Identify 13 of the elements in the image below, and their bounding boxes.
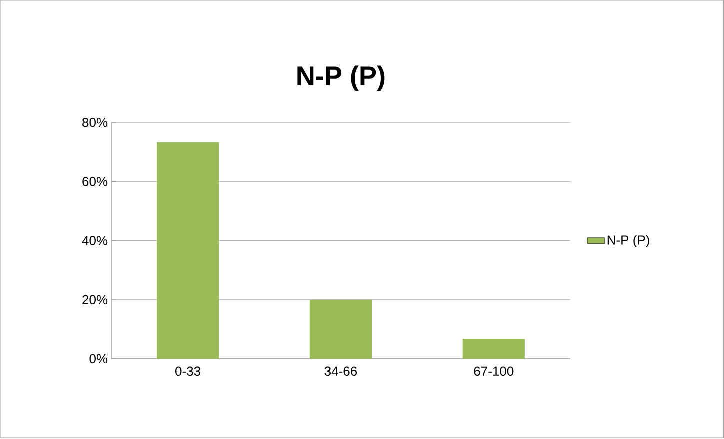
bar — [310, 300, 372, 360]
x-tick-label: 34-66 — [324, 367, 358, 376]
x-tick-label: 67-100 — [474, 367, 514, 376]
y-tick-label: 40% — [82, 236, 108, 246]
y-tick-label: 0% — [90, 354, 108, 364]
bar — [462, 339, 525, 360]
x-tick-label: 0-33 — [176, 367, 201, 376]
y-tick-label: 60% — [82, 177, 108, 187]
y-tick-label: 20% — [82, 296, 108, 305]
legend-label: N-P (P) — [608, 236, 650, 248]
chart-title: N-P (P) — [298, 66, 385, 92]
bar — [156, 142, 220, 360]
y-tick-label: 80% — [82, 118, 108, 128]
